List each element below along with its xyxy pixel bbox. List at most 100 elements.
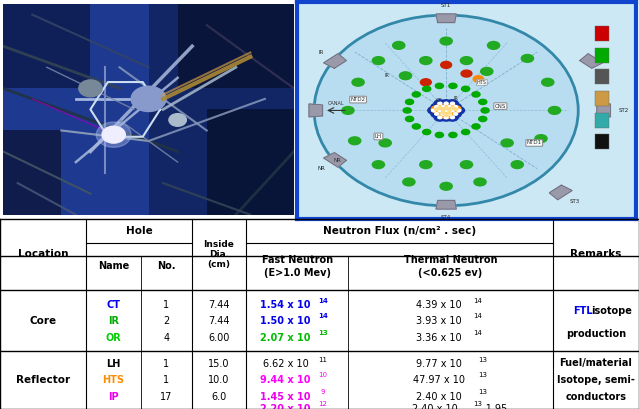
Circle shape (447, 106, 451, 108)
Polygon shape (597, 104, 610, 117)
Circle shape (460, 161, 473, 169)
Circle shape (461, 70, 472, 77)
Text: 10.0: 10.0 (208, 375, 229, 384)
Text: 17: 17 (160, 392, 173, 402)
Circle shape (450, 110, 461, 118)
Text: Isotope, semi-: Isotope, semi- (557, 375, 635, 385)
Text: IR: IR (385, 73, 389, 78)
Circle shape (96, 122, 131, 147)
Text: 13: 13 (473, 401, 482, 407)
Circle shape (131, 86, 166, 112)
Circle shape (449, 133, 457, 137)
Circle shape (441, 61, 452, 68)
Circle shape (474, 178, 486, 186)
Text: 14: 14 (473, 313, 482, 319)
Circle shape (449, 83, 457, 88)
Bar (595, 134, 609, 149)
Text: Core: Core (29, 316, 57, 326)
Text: production: production (566, 329, 626, 339)
Circle shape (441, 105, 452, 112)
Circle shape (444, 109, 448, 112)
Polygon shape (436, 200, 456, 209)
Polygon shape (436, 14, 456, 22)
Circle shape (453, 107, 465, 114)
Circle shape (488, 41, 500, 49)
Circle shape (434, 100, 445, 107)
Circle shape (447, 100, 458, 107)
Circle shape (420, 161, 432, 169)
Polygon shape (309, 104, 323, 117)
Circle shape (460, 57, 473, 65)
Circle shape (440, 114, 452, 121)
Circle shape (169, 114, 187, 126)
Circle shape (431, 106, 442, 113)
Circle shape (441, 111, 445, 114)
Polygon shape (580, 54, 603, 68)
Text: NTD2: NTD2 (351, 97, 366, 102)
Text: 13: 13 (478, 372, 487, 378)
Text: FTL: FTL (573, 306, 593, 316)
Circle shape (444, 106, 455, 113)
Circle shape (535, 135, 547, 142)
Text: IR: IR (318, 49, 324, 55)
Polygon shape (323, 54, 346, 68)
Circle shape (406, 116, 413, 121)
Text: 9.44 x 10: 9.44 x 10 (260, 375, 311, 384)
Circle shape (447, 111, 451, 114)
Text: CNS: CNS (495, 103, 506, 109)
Text: Name: Name (98, 261, 129, 271)
Circle shape (521, 54, 534, 62)
Text: CT: CT (436, 98, 443, 103)
Circle shape (444, 114, 448, 117)
Circle shape (438, 107, 442, 110)
Circle shape (440, 37, 452, 45)
Circle shape (479, 99, 487, 105)
Circle shape (438, 102, 442, 105)
Circle shape (373, 161, 385, 169)
Circle shape (435, 105, 445, 112)
Text: 1.54 x 10: 1.54 x 10 (260, 300, 311, 310)
Circle shape (437, 103, 449, 110)
Circle shape (431, 109, 436, 112)
Circle shape (481, 67, 493, 75)
Bar (595, 47, 609, 63)
Text: Inside
Dia.
(cm): Inside Dia. (cm) (203, 240, 235, 270)
Text: 1: 1 (163, 360, 169, 369)
Text: 10: 10 (318, 372, 327, 378)
Bar (595, 26, 609, 41)
Text: IP: IP (108, 392, 119, 402)
Text: 9.77 x 10: 9.77 x 10 (416, 360, 462, 369)
Circle shape (472, 124, 480, 129)
Circle shape (428, 107, 440, 114)
Text: 3.93 x 10: 3.93 x 10 (416, 316, 462, 326)
Text: HTS: HTS (102, 375, 125, 384)
Text: Fuel/material: Fuel/material (559, 358, 633, 368)
Circle shape (102, 126, 125, 143)
Text: LH: LH (106, 360, 121, 369)
Text: ST3: ST3 (569, 199, 580, 204)
Text: NR: NR (334, 158, 342, 163)
Bar (595, 91, 609, 106)
Text: Location: Location (18, 249, 68, 259)
Circle shape (379, 139, 391, 147)
Bar (595, 112, 609, 128)
Circle shape (450, 106, 461, 113)
Circle shape (422, 129, 431, 135)
Text: 15.0: 15.0 (208, 360, 229, 369)
Circle shape (435, 83, 443, 88)
Circle shape (435, 106, 439, 108)
Text: 4: 4 (163, 333, 169, 343)
Text: 12: 12 (318, 401, 327, 407)
Circle shape (412, 124, 420, 129)
Text: 13: 13 (478, 357, 487, 362)
Text: 14: 14 (318, 313, 328, 319)
Circle shape (454, 106, 458, 108)
Text: 3.36 x 10: 3.36 x 10 (416, 333, 462, 343)
Circle shape (450, 103, 461, 110)
Circle shape (454, 108, 458, 110)
Circle shape (403, 108, 412, 113)
Circle shape (435, 108, 439, 110)
Text: 2.40 x 10: 2.40 x 10 (412, 404, 458, 409)
Text: 11: 11 (318, 357, 327, 362)
Circle shape (373, 57, 385, 65)
